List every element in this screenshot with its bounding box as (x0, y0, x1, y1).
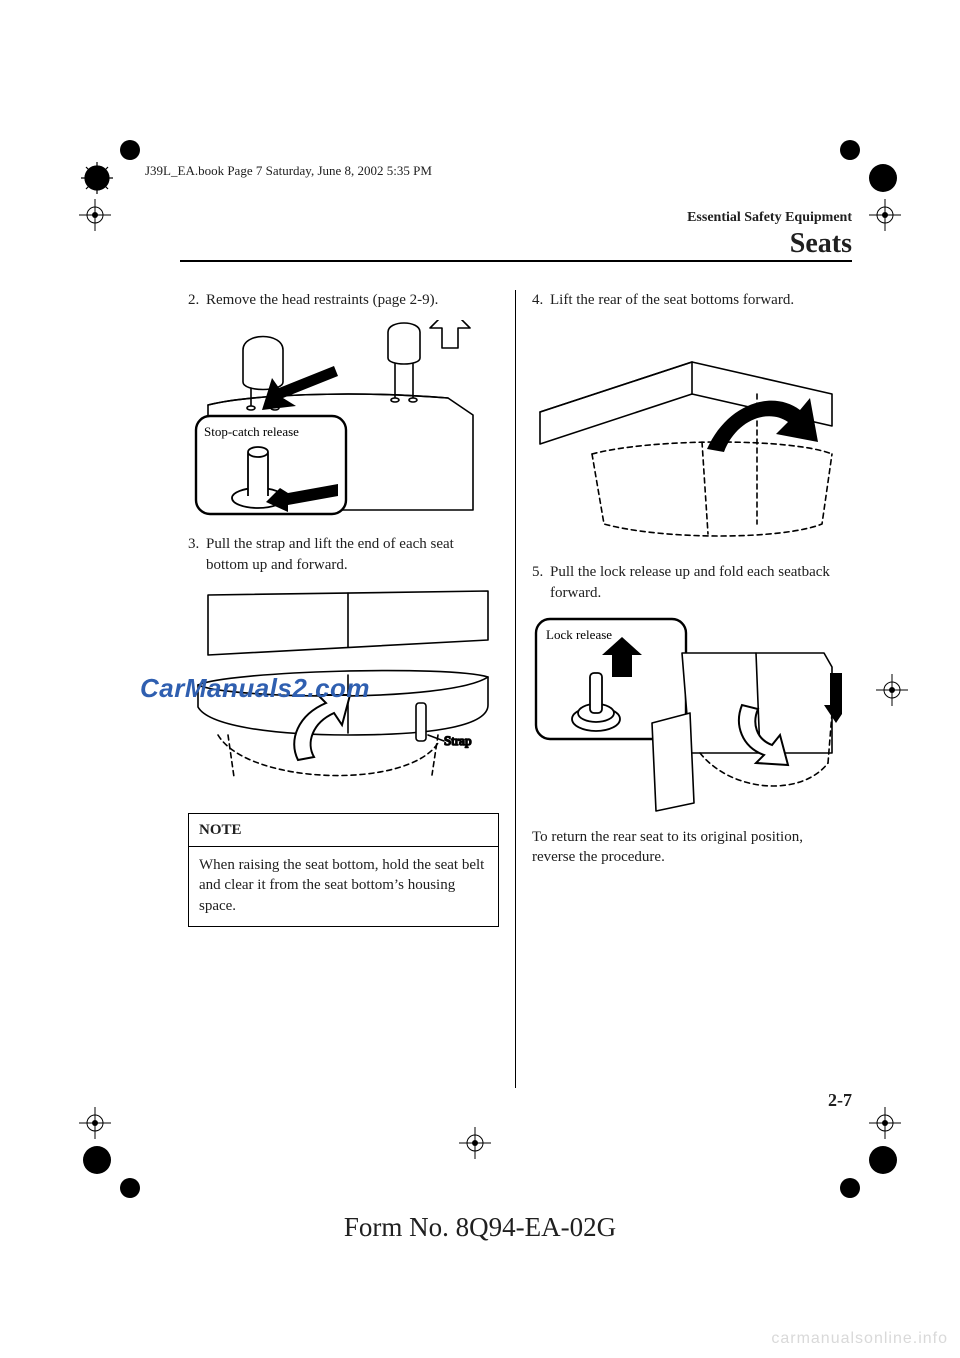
reg-mark-top-right-2 (865, 195, 905, 235)
chapter-small: Essential Safety Equipment (687, 210, 852, 226)
fig1-label: Stop-catch release (204, 424, 299, 439)
page-number: 2-7 (828, 1090, 852, 1111)
step-5-num: 5. (532, 562, 550, 603)
reg-mark-bot-mid (455, 1123, 495, 1163)
reg-mark-bot-left (75, 1138, 145, 1208)
figure-lift-forward (532, 334, 844, 544)
figure-lock-release: Lock release (532, 613, 844, 813)
chapter-heading: Essential Safety Equipment Seats (687, 210, 852, 260)
reg-mark-bot-left-2 (75, 1103, 115, 1143)
form-number: Form No. 8Q94-EA-02G (0, 1212, 960, 1243)
fig3-label: Lock release (546, 627, 612, 642)
step-3-num: 3. (188, 534, 206, 575)
step-3-text: Pull the strap and lift the end of each … (206, 534, 499, 575)
step-2-text: Remove the head restraints (page 2-9). (206, 290, 499, 310)
note-title: NOTE (189, 814, 498, 847)
left-column: 2. Remove the head restraints (page 2-9)… (180, 290, 516, 1088)
return-paragraph: To return the rear seat to its original … (532, 827, 844, 868)
manual-page: J39L_EA.book Page 7 Saturday, June 8, 20… (0, 0, 960, 1358)
content-columns: 2. Remove the head restraints (page 2-9)… (180, 290, 852, 1088)
header-rule (180, 260, 852, 262)
book-header: J39L_EA.book Page 7 Saturday, June 8, 20… (145, 163, 432, 179)
figure-head-restraints: Stop-catch release (188, 320, 499, 520)
chapter-big: Seats (687, 228, 852, 260)
step-4: 4. Lift the rear of the seat bottoms for… (532, 290, 844, 310)
fig2-label: Strap (444, 733, 471, 748)
note-box: NOTE When raising the seat bottom, hold … (188, 813, 499, 927)
step-3: 3. Pull the strap and lift the end of ea… (188, 534, 499, 575)
step-5-text: Pull the lock release up and fold each s… (550, 562, 844, 603)
reg-mark-mid-right (872, 670, 912, 710)
footer-watermark: carmanualsonline.info (771, 1330, 948, 1348)
step-4-text: Lift the rear of the seat bottoms forwar… (550, 290, 844, 310)
reg-mark-bot-right (835, 1138, 905, 1208)
right-column: 4. Lift the rear of the seat bottoms for… (516, 290, 852, 1088)
figure-strap: Strap (188, 585, 499, 795)
step-4-num: 4. (532, 290, 550, 310)
reg-mark-bot-right-2 (865, 1103, 905, 1143)
note-body: When raising the seat bottom, hold the s… (189, 847, 498, 926)
reg-mark-top-left (75, 130, 145, 200)
reg-mark-top-right (835, 130, 905, 200)
step-2: 2. Remove the head restraints (page 2-9)… (188, 290, 499, 310)
step-5: 5. Pull the lock release up and fold eac… (532, 562, 844, 603)
reg-mark-top-left-2 (75, 195, 115, 235)
step-2-num: 2. (188, 290, 206, 310)
